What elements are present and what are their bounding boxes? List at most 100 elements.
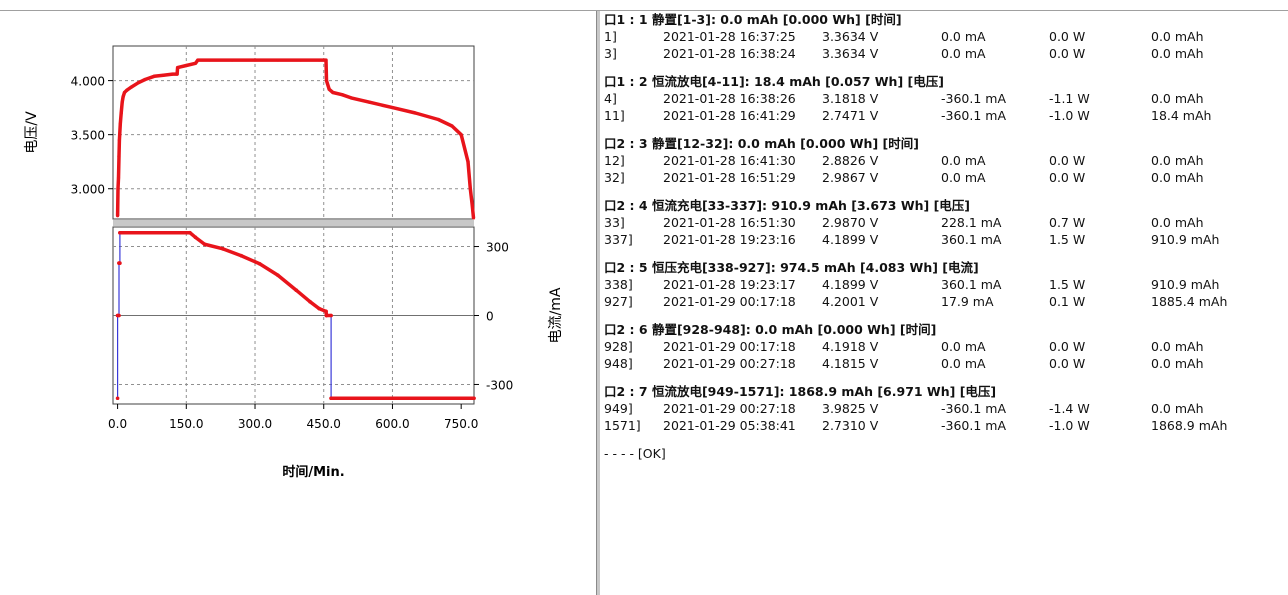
- record-capacity: 1885.4 mAh: [1151, 294, 1228, 309]
- current-point: [118, 261, 122, 265]
- record-current: 0.0 mA: [941, 339, 986, 354]
- record-time: 2021-01-28 16:41:30: [663, 153, 796, 168]
- record-power: 1.5 W: [1049, 232, 1086, 247]
- battery-test-chart: 3.000 3.500 4.000 电压/V 300 0 -300 电流/mA 0.0 150.…: [24, 45, 564, 480]
- record-current: 0.0 mA: [941, 170, 986, 185]
- current-point: [324, 309, 328, 314]
- record-current: 0.0 mA: [941, 356, 986, 371]
- record-power: -1.0 W: [1049, 108, 1090, 123]
- voltage-point: [152, 74, 156, 78]
- record-row: 1571] 2021-01-29 05:38:41 2.7310 V -360.1 m…: [601, 417, 1288, 434]
- step-header: 口2 : 4 恒流充电[33-337]: 910.9 mAh [3.673 Wh…: [604, 198, 971, 213]
- record-row: 949] 2021-01-29 00:27:18 3.9825 V -360.1 mA…: [601, 400, 1288, 417]
- record-time: 2021-01-28 16:41:29: [663, 108, 796, 123]
- log-footer: - - - - [OK]: [604, 446, 666, 461]
- voltage-point: [436, 117, 440, 122]
- step-header: 口2 : 5 恒压充电[338-927]: 974.5 mAh [4.083 W…: [604, 260, 979, 275]
- step-header: 口2 : 3 静置[12-32]: 0.0 mAh [0.000 Wh] [时间…: [604, 136, 919, 151]
- step-block: 口1 : 2 恒流放电[4-11]: 18.4 mAh [0.057 Wh] […: [601, 73, 1288, 124]
- step-block: 口2 : 3 静置[12-32]: 0.0 mAh [0.000 Wh] [时间…: [601, 135, 1288, 186]
- record-row: 11] 2021-01-28 16:41:29 2.7471 V -360.1 mA -…: [601, 107, 1288, 124]
- record-time: 2021-01-28 16:51:29: [663, 170, 796, 185]
- record-voltage: 3.1818 V: [822, 91, 879, 106]
- step-block: 口1 : 1 静置[1-3]: 0.0 mAh [0.000 Wh] [时间] 1…: [601, 11, 1288, 62]
- step-header: 口1 : 1 静置[1-3]: 0.0 mAh [0.000 Wh] [时间]: [604, 12, 902, 27]
- voltage-point: [207, 58, 211, 62]
- voltage-point: [471, 216, 476, 220]
- record-index: 1]: [604, 29, 617, 44]
- voltage-point: [125, 88, 129, 92]
- current-plot: 300 0 -300 电流/mA 0.0 150.0 300.0 450.0 600.0 750.…: [108, 226, 564, 480]
- record-row: 12] 2021-01-28 16:41:30 2.8826 V 0.0 mA 0.0 …: [601, 152, 1288, 169]
- current-point: [202, 242, 207, 247]
- current-point: [115, 396, 120, 401]
- current-series-segment: [202, 242, 225, 251]
- record-row: 928] 2021-01-29 00:17:18 4.1918 V 0.0 mA 0.0…: [601, 338, 1288, 355]
- voltage-point: [196, 58, 200, 62]
- plot-separator: [113, 220, 474, 226]
- current-point: [239, 253, 244, 258]
- y-tick-label: 300: [486, 241, 509, 255]
- record-time: 2021-01-29 00:27:18: [663, 401, 796, 416]
- record-capacity: 0.0 mAh: [1151, 339, 1204, 354]
- record-capacity: 910.9 mAh: [1151, 277, 1220, 292]
- record-current: -360.1 mA: [941, 91, 1006, 106]
- x-tick-label: 0.0: [108, 417, 127, 431]
- pane-splitter[interactable]: [596, 11, 600, 595]
- record-current: 360.1 mA: [941, 277, 1002, 292]
- voltage-point: [161, 73, 165, 77]
- current-series-segment: [294, 288, 312, 304]
- current-point: [308, 299, 312, 304]
- record-power: 0.0 W: [1049, 170, 1086, 185]
- voltage-point: [317, 58, 321, 62]
- x-axis-label: 时间/Min.: [282, 464, 344, 480]
- record-capacity: 0.0 mAh: [1151, 215, 1204, 230]
- current-series-segment: [221, 247, 244, 258]
- record-capacity: 0.0 mAh: [1151, 401, 1204, 416]
- record-time: 2021-01-28 19:23:17: [663, 277, 796, 292]
- record-current: -360.1 mA: [941, 401, 1006, 416]
- record-time: 2021-01-29 00:27:18: [663, 356, 796, 371]
- record-voltage: 4.1918 V: [822, 339, 879, 354]
- voltage-point: [175, 66, 180, 70]
- current-point: [324, 313, 329, 318]
- record-row: 3] 2021-01-28 16:38:24 3.3634 V 0.0 mA 0.0 W…: [601, 45, 1288, 62]
- step-block: 口2 : 7 恒流放电[949-1571]: 1868.9 mAh [6.971…: [601, 383, 1288, 434]
- current-series-segment: [257, 262, 280, 278]
- voltage-point: [340, 93, 344, 97]
- record-time: 2021-01-28 16:37:25: [663, 29, 796, 44]
- record-power: 0.1 W: [1049, 294, 1086, 309]
- voltage-point: [117, 154, 121, 158]
- record-voltage: 2.8826 V: [822, 153, 879, 168]
- voltage-point: [119, 111, 123, 115]
- record-time: 2021-01-29 05:38:41: [663, 418, 796, 433]
- record-capacity: 0.0 mAh: [1151, 153, 1204, 168]
- record-index: 4]: [604, 91, 617, 106]
- record-row: 337] 2021-01-28 19:23:16 4.1899 V 360.1 mA 1…: [601, 231, 1288, 248]
- record-index: 948]: [604, 356, 633, 371]
- record-index: 32]: [604, 170, 625, 185]
- record-voltage: 4.1899 V: [822, 277, 879, 292]
- voltage-point: [117, 138, 122, 142]
- voltage-point: [230, 58, 234, 62]
- y-axis-label-voltage: 电压/V: [24, 111, 40, 154]
- record-index: 11]: [604, 108, 625, 123]
- record-index: 1571]: [604, 418, 641, 433]
- current-series-segment: [276, 273, 298, 292]
- x-tick-label: 150.0: [169, 417, 203, 431]
- record-time: 2021-01-29 00:17:18: [663, 294, 796, 309]
- y-tick-label: -300: [486, 378, 513, 392]
- current-point: [117, 313, 121, 318]
- voltage-point: [143, 77, 147, 82]
- y-tick-label: 0: [486, 310, 494, 324]
- record-capacity: 0.0 mAh: [1151, 170, 1204, 185]
- x-tick-label: 600.0: [375, 417, 409, 431]
- record-power: 0.0 W: [1049, 339, 1086, 354]
- voltage-point: [118, 122, 122, 126]
- x-tick-label: 750.0: [444, 417, 478, 431]
- record-current: 0.0 mA: [941, 29, 986, 44]
- current-point: [317, 306, 321, 311]
- voltage-point: [115, 214, 120, 218]
- record-index: 12]: [604, 153, 625, 168]
- voltage-point: [136, 81, 140, 85]
